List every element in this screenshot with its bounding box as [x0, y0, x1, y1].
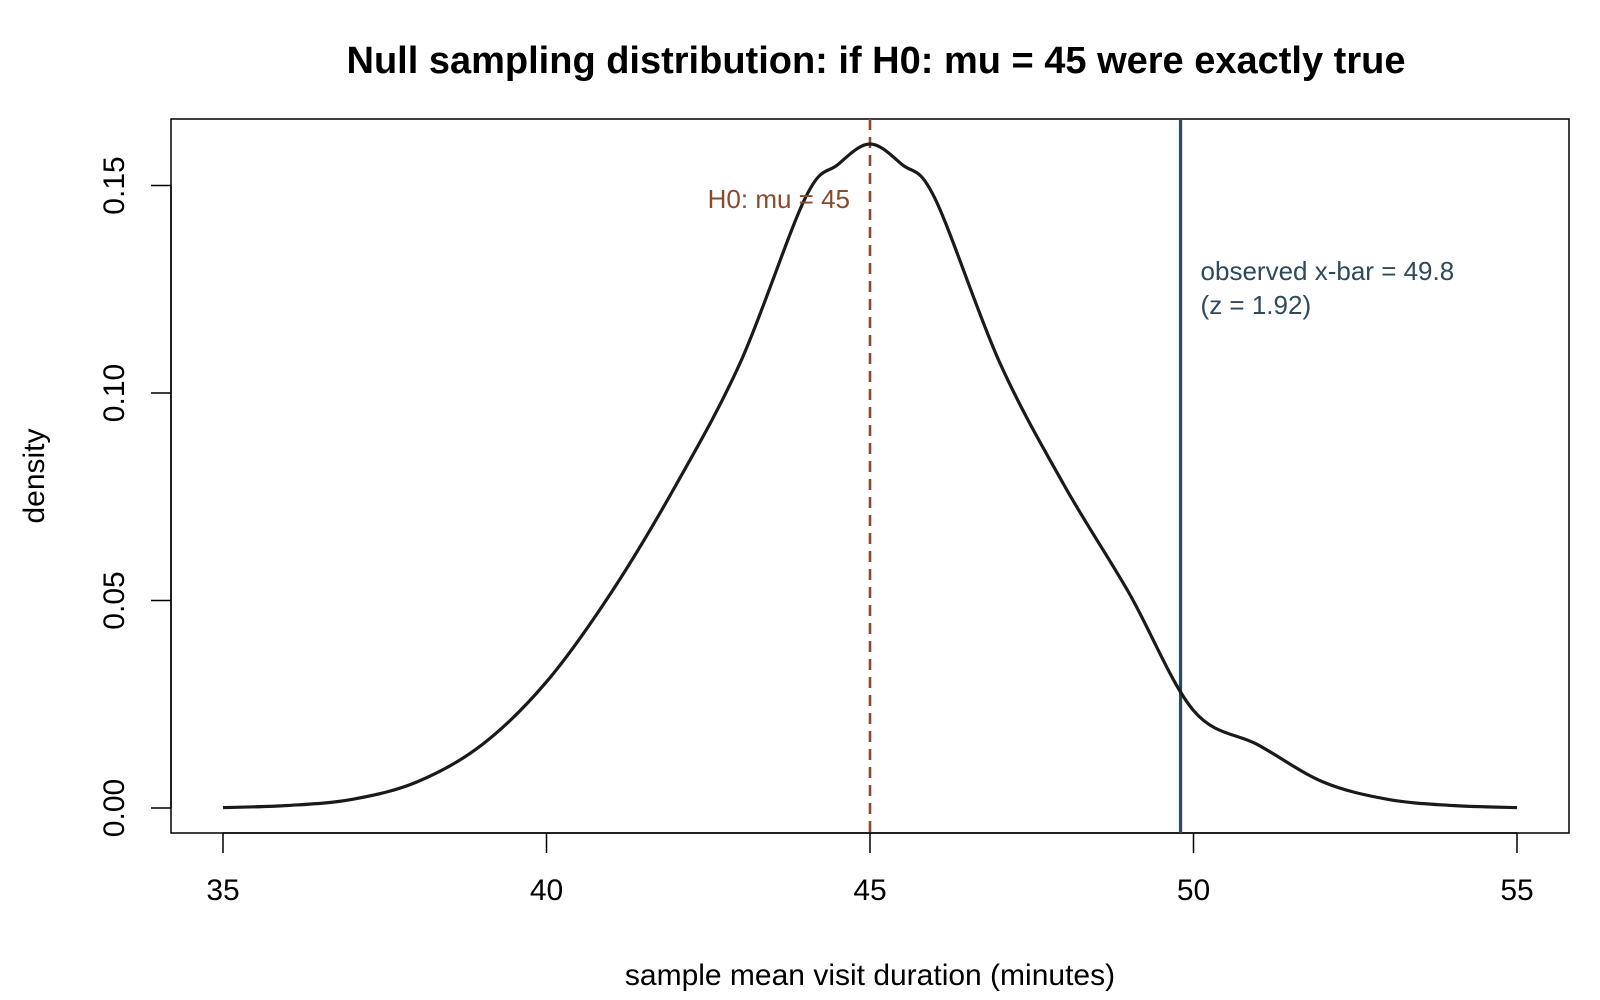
x-tick-label: 35 — [206, 874, 239, 907]
x-tick-label: 45 — [853, 874, 886, 907]
chart-title: Null sampling distribution: if H0: mu = … — [347, 40, 1406, 82]
x-axis-label: sample mean visit duration (minutes) — [625, 959, 1115, 992]
x-tick-label: 55 — [1500, 874, 1533, 907]
series-layer — [222, 142, 1518, 810]
density-curve — [222, 142, 1518, 810]
y-axis: 0.00 0.05 0.10 0.15 — [98, 156, 172, 837]
x-tick-label: 50 — [1177, 874, 1210, 907]
x-tick-label: 40 — [530, 874, 563, 907]
y-tick-label: 0.05 — [98, 571, 131, 629]
y-tick-label: 0.00 — [98, 779, 131, 837]
observed-mean-label: observed x-bar = 49.8 — [1201, 256, 1455, 286]
observed-mean-label: (z = 1.92) — [1201, 290, 1312, 320]
null-mean-label: H0: mu = 45 — [708, 184, 850, 214]
x-axis: 35 40 45 50 55 — [206, 832, 1534, 907]
y-axis-label: density — [18, 428, 51, 523]
y-tick-label: 0.15 — [98, 156, 131, 214]
reference-lines — [868, 119, 1183, 833]
y-tick-label: 0.10 — [98, 364, 131, 422]
plot-area-border — [170, 118, 1570, 834]
annotations: H0: mu = 45 observed x-bar = 49.8 (z = 1.9… — [708, 184, 1455, 320]
